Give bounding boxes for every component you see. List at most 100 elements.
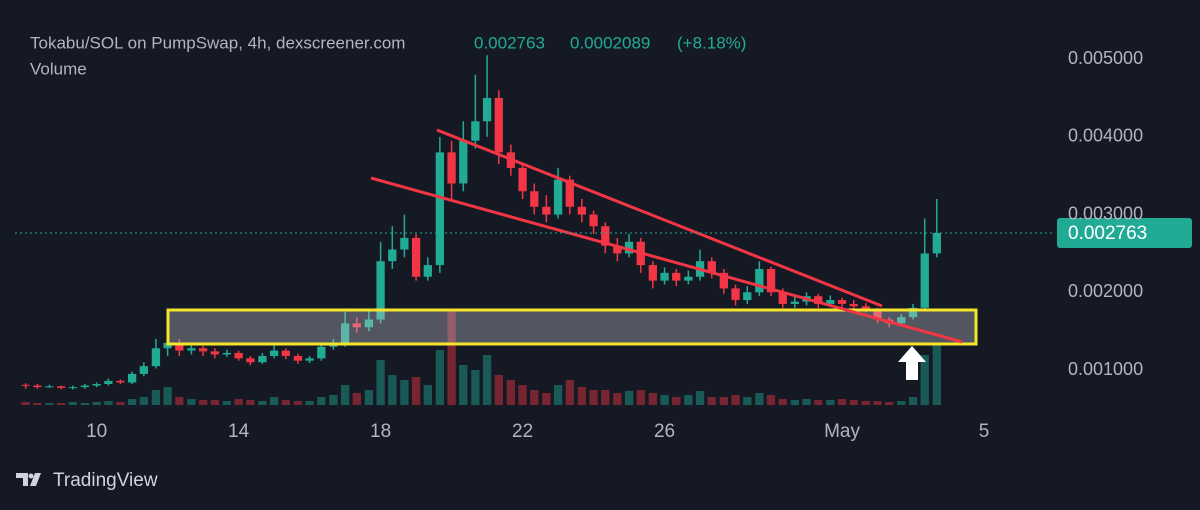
candle-body: [648, 265, 657, 281]
price-change: 0.0002089: [570, 33, 650, 52]
candle-body: [471, 121, 480, 141]
candle-body: [21, 384, 30, 386]
candle-body: [790, 301, 799, 304]
y-tick-label: 0.003000: [1068, 203, 1143, 223]
candle-body: [719, 272, 728, 289]
volume-bar: [388, 375, 397, 405]
candle-body: [187, 348, 196, 351]
volume-bar: [589, 390, 598, 405]
candle-body: [577, 206, 586, 215]
candle-body: [624, 241, 634, 254]
candle-body: [542, 206, 551, 215]
candle-body: [269, 350, 279, 357]
x-tick-label: 5: [979, 421, 990, 442]
x-tick-label: 22: [512, 421, 533, 442]
volume-bar: [636, 390, 645, 405]
volume-bar: [45, 403, 54, 405]
candle-body: [400, 237, 409, 250]
x-tick-label: 26: [654, 421, 675, 442]
candle-body: [766, 268, 776, 293]
volume-bar: [293, 401, 303, 405]
y-tick-label: 0.001000: [1068, 359, 1143, 379]
volume-bar: [198, 400, 208, 405]
volume-bar: [624, 391, 634, 405]
chart-title: Tokabu/SOL on PumpSwap, 4h, dexscreener.…: [30, 33, 405, 52]
candle-body: [743, 292, 752, 301]
volume-bar: [482, 355, 492, 405]
candle-body: [340, 323, 350, 343]
candle-body: [411, 237, 421, 277]
volume-bar: [329, 395, 338, 405]
candle-body: [80, 385, 90, 388]
volume-bar: [755, 393, 764, 405]
candle-body: [494, 97, 503, 153]
volume-bar: [80, 403, 90, 405]
volume-bar: [423, 385, 432, 405]
last-price-label: 0.002763: [1068, 223, 1147, 244]
candle-body: [553, 179, 563, 215]
candle-body: [293, 356, 303, 361]
volume-bar: [695, 391, 705, 405]
candle-body: [920, 253, 929, 308]
volume-bar: [435, 350, 445, 405]
candle-body: [565, 179, 574, 207]
candle-body: [731, 288, 740, 301]
volume-bar: [766, 395, 776, 405]
candle-body: [258, 356, 267, 363]
volume-bar: [175, 397, 184, 405]
volume-bar: [317, 397, 326, 405]
arrow: [898, 346, 926, 380]
candle-body: [672, 272, 681, 281]
candle-body: [116, 380, 125, 383]
candle-body: [305, 358, 314, 361]
volume-bar: [210, 400, 219, 405]
candle-body: [198, 348, 208, 352]
volume-bar: [139, 397, 148, 405]
volume-bar: [814, 400, 823, 405]
brand-logo: [16, 473, 41, 486]
volume-bar: [577, 387, 586, 405]
volume-bar: [127, 399, 137, 405]
candle-body: [873, 309, 882, 320]
candle-body: [92, 384, 101, 386]
y-tick-label: 0.005000: [1068, 48, 1143, 68]
volume-bar: [518, 385, 527, 405]
volume-bar: [57, 403, 66, 405]
volume-bar: [104, 401, 113, 405]
candle-body: [222, 352, 232, 355]
volume-bar: [68, 402, 77, 405]
candle-body: [447, 152, 456, 184]
candle-body: [897, 317, 906, 324]
volume-bar: [506, 380, 516, 405]
candle-body: [849, 303, 858, 307]
support-zone: [166, 308, 978, 346]
volume-bar: [553, 385, 563, 405]
volume-bar: [530, 390, 539, 405]
candle-body: [601, 226, 610, 246]
x-tick-label: 10: [86, 421, 107, 442]
volume-bar: [565, 380, 574, 405]
candle-body: [68, 387, 77, 389]
volume-bar: [364, 390, 374, 405]
candle-body: [837, 300, 847, 304]
candle-body: [281, 350, 290, 357]
volume-bar: [908, 397, 918, 405]
candle-body: [660, 272, 669, 281]
volume-bar: [802, 399, 811, 405]
candle-body: [376, 261, 385, 320]
candle-body: [33, 385, 42, 388]
candle-body: [826, 300, 835, 304]
candle-body: [459, 140, 468, 184]
volume-label: Volume: [30, 59, 87, 78]
volume-bar: [447, 310, 456, 405]
volume-bar: [163, 387, 172, 405]
volume-bar: [411, 377, 421, 405]
volume-bar: [790, 400, 799, 405]
volume-bar: [116, 402, 125, 405]
candle-body: [104, 380, 113, 385]
volume-bar: [897, 401, 906, 405]
volume-bar: [885, 402, 894, 405]
volume-bar: [151, 390, 161, 405]
volume-bar: [187, 399, 196, 405]
